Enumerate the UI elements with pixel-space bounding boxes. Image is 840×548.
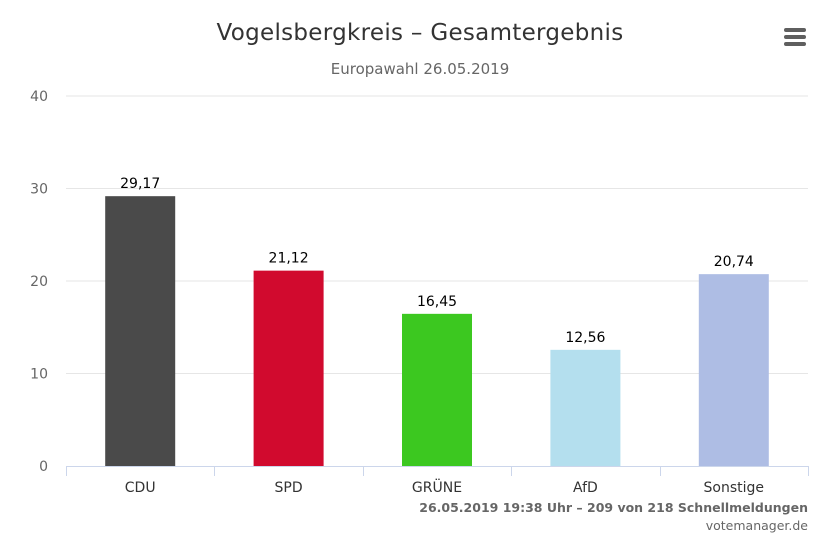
y-tick-label: 30 (30, 182, 48, 198)
x-tick-label: GRÜNE (412, 478, 462, 496)
data-label: 20,74 (714, 254, 754, 270)
x-tick-label: SPD (275, 480, 303, 496)
chart-title: Vogelsbergkreis – Gesamtergebnis (216, 20, 624, 46)
bar-afd[interactable] (550, 349, 621, 466)
bar-spd[interactable] (253, 270, 324, 466)
y-tick-label: 0 (39, 459, 48, 475)
chart-subtitle: Europawahl 26.05.2019 (330, 60, 510, 78)
bar-sonstige[interactable] (698, 274, 769, 466)
bar-cdu[interactable] (105, 196, 176, 467)
data-label: 16,45 (417, 294, 457, 310)
y-tick-label: 10 (30, 367, 48, 383)
x-tick-label: Sonstige (704, 480, 765, 496)
hamburger-menu-icon[interactable] (780, 28, 810, 54)
bar-grüne[interactable] (402, 313, 472, 466)
data-labels: 29,17 21,12 16,45 12,56 20,74 (120, 176, 754, 346)
y-tick-label: 20 (30, 274, 48, 290)
data-label: 21,12 (269, 251, 309, 267)
data-label: 29,17 (120, 176, 160, 192)
x-axis: CDU SPD GRÜNE AfD Sonstige (66, 466, 809, 496)
y-axis-tick-labels: 0 10 20 30 40 (30, 89, 48, 475)
y-tick-label: 40 (30, 89, 48, 105)
data-label: 12,56 (565, 330, 605, 346)
status-credit: 26.05.2019 19:38 Uhr – 209 von 218 Schne… (419, 500, 808, 515)
bars (105, 196, 769, 467)
x-tick-label: AfD (573, 480, 598, 496)
source-credit[interactable]: votemanager.de (705, 518, 808, 533)
x-tick-label: CDU (125, 480, 156, 496)
